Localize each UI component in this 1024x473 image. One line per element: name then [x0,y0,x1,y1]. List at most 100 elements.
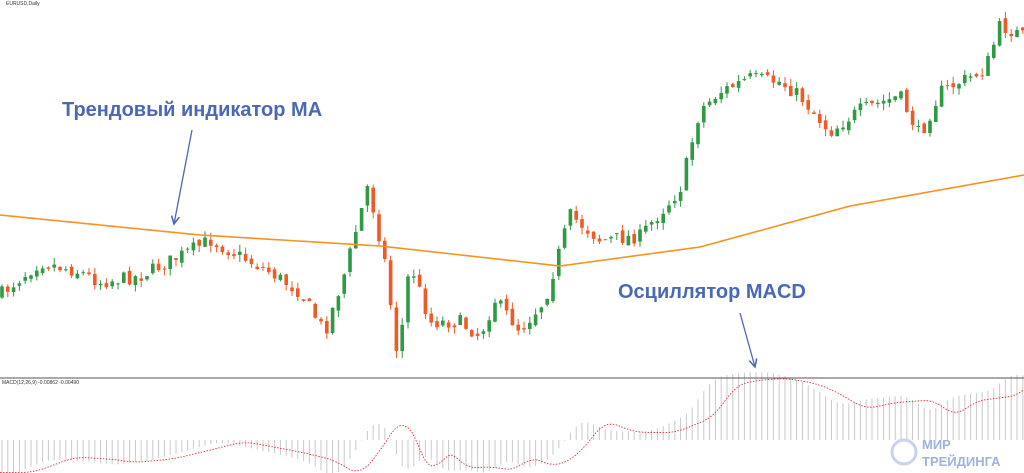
candle [417,274,422,287]
candle [731,84,735,88]
candle [40,268,45,274]
candle [267,267,271,273]
candle [777,81,781,85]
candle [232,254,236,257]
arrow [739,312,755,367]
candle [116,283,120,285]
candle [197,239,201,246]
candle [481,331,486,334]
candle [881,100,886,104]
candle [928,120,932,133]
candle [835,128,839,137]
candle [180,250,184,263]
candle [499,300,503,304]
candle [522,328,526,330]
candle [690,142,694,160]
candle [162,268,167,270]
candle [957,84,961,89]
candle [139,278,143,281]
candle [325,320,329,334]
candle [23,276,27,281]
candle [951,83,955,88]
candle [203,237,207,247]
candle [910,110,915,125]
candle [655,221,660,224]
candle [864,102,868,104]
candle [29,275,33,279]
candle [168,255,172,270]
candle [1003,18,1008,33]
candle [626,235,631,246]
candle [829,130,834,136]
candle [748,73,752,77]
candle [272,269,277,279]
candle [823,120,828,130]
candle [986,56,990,76]
candle [574,210,578,220]
candle [876,102,880,105]
candle [609,236,613,239]
candle [841,127,845,130]
candle [533,314,538,326]
candle [725,86,729,94]
candle [0,286,4,298]
annotation: Трендовый индикатор MA [62,99,322,121]
logo-line: ТРЕЙДИНГА [922,454,1001,469]
candle [371,187,375,213]
candle [330,307,335,334]
candle [238,251,242,255]
candle [284,274,288,286]
candle [429,313,433,323]
candle [939,85,944,107]
candle [551,278,555,302]
candle [394,307,399,352]
candle [818,114,822,124]
candle [852,109,857,121]
candle [580,219,584,228]
candle [1009,33,1013,37]
candle [11,287,16,293]
candle [673,201,677,204]
candle [243,253,248,261]
candle [1015,29,1019,38]
candle [435,321,439,328]
candle [591,231,596,239]
candle [545,298,549,305]
candle [475,333,480,337]
candle [905,89,909,112]
candle [412,276,416,278]
candle [638,229,642,242]
candle [458,315,462,326]
candle [226,252,230,256]
candle [678,192,683,201]
candle [6,286,10,292]
candle [377,214,381,242]
candle [313,303,317,318]
candle [968,76,973,78]
candle [17,283,22,286]
candle [736,80,741,88]
candle [661,213,665,224]
candle [122,272,126,283]
candle [75,273,80,279]
candle [388,260,393,306]
candle [452,325,457,328]
candle [156,263,161,271]
logo: МИР ТРЕЙДИНГА [890,437,1001,469]
candle [354,231,358,249]
candle [209,239,213,246]
candle [945,85,950,87]
candle [93,273,97,286]
candle [383,240,387,259]
candle [365,186,370,206]
candle [98,283,103,286]
candle [934,105,938,123]
candle [307,298,312,302]
candle [336,296,341,311]
candle [870,100,874,104]
candle [858,103,863,111]
candle [684,157,689,191]
candle [922,123,926,134]
